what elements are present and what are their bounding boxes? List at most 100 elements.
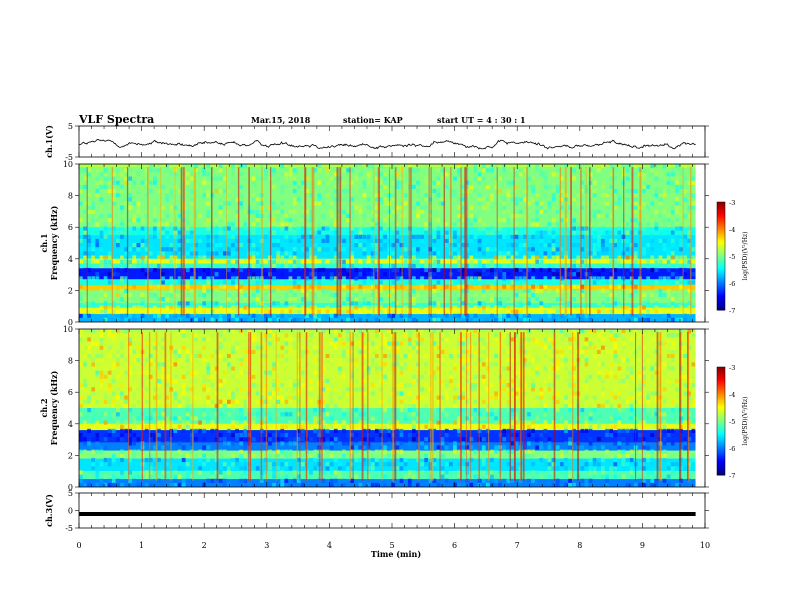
- y-axis-1-tick-label: 4: [68, 255, 73, 264]
- spectrogram-cell: [284, 259, 289, 264]
- spectrogram-cell: [206, 395, 211, 400]
- spectrogram-cell: [333, 176, 338, 181]
- spectrogram-cell: [177, 267, 182, 273]
- spectrogram-cell: [379, 305, 383, 310]
- spectrogram-cell: [461, 267, 465, 273]
- spectrogram-cell: [383, 222, 387, 227]
- spectrogram-cell: [288, 309, 293, 314]
- spectrogram-cell: [239, 317, 243, 322]
- spectrogram-cell: [592, 226, 597, 231]
- spectrogram-cell: [272, 172, 276, 177]
- spectrogram-cell: [473, 222, 478, 227]
- spectrogram-cell: [239, 441, 243, 446]
- spectrogram-cell: [264, 309, 268, 314]
- spectrogram-cell: [342, 374, 346, 379]
- spectrogram-cell: [613, 176, 618, 181]
- spectrogram-cell: [436, 309, 441, 314]
- spectrogram-cell: [551, 197, 556, 202]
- spectrogram-cell: [675, 218, 679, 223]
- spectrogram-cell: [412, 168, 416, 173]
- spectrogram-cell: [486, 478, 490, 483]
- spectrogram-cell: [239, 284, 243, 289]
- spectrogram-cell: [416, 412, 420, 417]
- spectrogram-cell: [436, 205, 441, 210]
- spectrogram-cell: [551, 188, 556, 194]
- spectrogram-cell: [679, 276, 683, 281]
- colorbar-swatch: [717, 297, 725, 300]
- spectrogram-cell: [255, 251, 260, 256]
- spectrogram-cell: [148, 280, 153, 285]
- spectrogram-cell: [79, 292, 83, 298]
- spectrogram-cell: [333, 230, 338, 235]
- spectrogram-cell: [107, 370, 112, 375]
- spectrogram-cell: [514, 412, 519, 417]
- spectrogram-cell: [555, 243, 560, 248]
- spectrogram-cell: [683, 288, 687, 293]
- spectrogram-cell: [210, 374, 215, 379]
- spectrogram-cell: [407, 366, 412, 371]
- spectrogram-cell: [103, 176, 108, 181]
- spectrogram-cell: [87, 172, 91, 177]
- spectrogram-cell: [268, 462, 272, 467]
- spectrogram-cell: [198, 238, 202, 243]
- spectrogram-cell: [527, 424, 531, 429]
- spectrogram-cell: [432, 255, 437, 260]
- spectrogram-cell: [440, 466, 445, 471]
- spectrogram-cell: [412, 288, 416, 293]
- spectrogram-cell: [251, 180, 256, 185]
- spectrogram-cell: [268, 432, 272, 438]
- spectrogram-cell: [325, 226, 330, 231]
- spectrogram-cell: [375, 247, 379, 252]
- spectrogram-cell: [272, 230, 276, 235]
- spectrogram-cell: [391, 263, 396, 268]
- spectrogram-cell: [177, 218, 182, 223]
- spectrogram-cell: [457, 313, 461, 318]
- spectrogram-cell: [354, 432, 359, 438]
- spectrogram-cell: [239, 243, 243, 248]
- spectrogram-cell: [375, 366, 379, 371]
- spectrogram-cell: [132, 313, 137, 318]
- spectrogram-cell: [547, 345, 552, 350]
- spectrogram-cell: [366, 437, 371, 442]
- y-axis-title-1-line: ch.1: [39, 233, 49, 252]
- spectrogram-cell: [633, 218, 638, 223]
- spectrogram-cell: [679, 288, 683, 293]
- spectrogram-cell: [346, 305, 350, 310]
- spectrogram-cell: [440, 201, 445, 206]
- spectrogram-cell: [124, 333, 128, 338]
- y-axis-1-tick-label: 6: [68, 223, 73, 232]
- spectrogram-cell: [177, 238, 182, 243]
- spectrogram-cell: [116, 358, 120, 363]
- spectrogram-cell: [449, 374, 453, 379]
- spectrogram-cell: [551, 213, 556, 219]
- spectrogram-cell: [633, 230, 638, 235]
- spectrogram-cell: [580, 234, 585, 239]
- spectrogram-cell: [124, 230, 128, 235]
- spectrogram-cell: [280, 437, 285, 442]
- spectrogram-cell: [366, 276, 371, 281]
- spectrogram-cell: [481, 462, 486, 467]
- spectrogram-cell: [362, 184, 367, 189]
- spectrogram-cell: [309, 213, 313, 219]
- spectrogram-cell: [523, 424, 527, 429]
- spectrogram-cell: [301, 345, 305, 350]
- spectrogram-cell: [239, 358, 243, 363]
- spectrogram-cell: [453, 234, 457, 239]
- spectrogram-cell: [235, 292, 239, 298]
- spectrogram-cell: [99, 226, 104, 231]
- spectrogram-cell: [128, 259, 132, 264]
- colorbar-swatch: [717, 277, 725, 280]
- spectrogram-cell: [403, 297, 408, 302]
- spectrogram-cell: [354, 383, 359, 388]
- spectrogram-cell: [111, 168, 116, 173]
- spectrogram-cell: [296, 184, 301, 189]
- spectrogram-cell: [432, 226, 437, 231]
- spectrogram-cell: [543, 412, 548, 417]
- spectrogram-cell: [317, 478, 322, 483]
- spectrogram-cell: [366, 301, 371, 306]
- spectrogram-cell: [539, 374, 544, 379]
- spectrogram-cell: [128, 462, 132, 467]
- spectrogram-cell: [173, 349, 178, 354]
- spectrogram-cell: [555, 337, 560, 342]
- spectrogram-cell: [457, 276, 461, 281]
